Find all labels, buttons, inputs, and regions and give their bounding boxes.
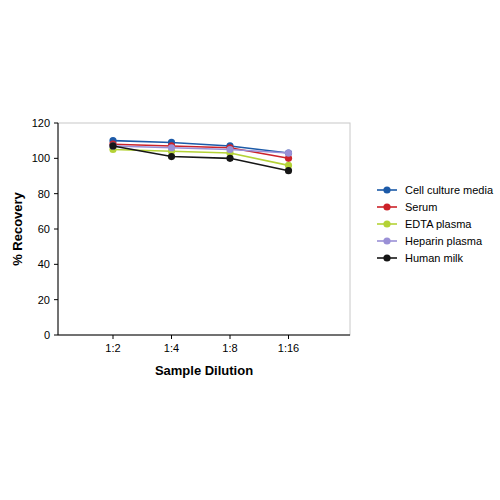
x-tick [113,335,114,339]
y-tick-label: 40 [38,258,50,270]
y-tick [54,264,58,265]
y-tick [54,158,58,159]
legend-marker [383,203,390,210]
legend-marker [383,237,390,244]
x-tick-label: 1:2 [105,342,120,354]
x-tick-label: 1:16 [278,342,299,354]
marks [109,137,292,174]
y-tick-label: 20 [38,294,50,306]
series-line [113,146,289,153]
chart: 0 20 40 60 80 100 120 1:2 1:4 1:8 1:16 Sample Dilut… [0,0,500,500]
legend-label: Heparin plasma [405,235,483,247]
point [168,153,175,160]
point [285,149,292,156]
point [226,155,233,162]
x-axis [58,335,350,336]
y-tick-label: 0 [44,329,50,341]
point [226,146,233,153]
x-tick [288,335,289,339]
point [109,142,116,149]
legend-label: Serum [405,201,437,213]
point [168,144,175,151]
y-tick [54,123,58,124]
y-tick-label: 60 [38,223,50,235]
legend-label: Human milk [405,252,464,264]
x-tick-label: 1:8 [222,342,237,354]
y-tick [54,299,58,300]
y-tick [54,229,58,230]
y-tick [54,335,58,336]
legend-label: Cell culture media [405,184,494,196]
y-tick-label: 80 [38,188,50,200]
x-tick-label: 1:4 [164,342,179,354]
legend-marker [383,254,390,261]
y-axis-title: % Recovery [10,191,25,265]
point [285,167,292,174]
y-tick-label: 120 [32,117,50,129]
x-tick [171,335,172,339]
series-line [113,146,289,171]
point [109,142,116,149]
x-axis-title: Sample Dilution [155,363,253,378]
x-tick [230,335,231,339]
legend-label: EDTA plasma [405,218,472,230]
legend-marker [383,220,390,227]
legend-marker [383,186,390,193]
y-tick-label: 100 [32,152,50,164]
plot-frame [58,123,350,335]
y-tick [54,193,58,194]
legend: Cell culture media Serum EDTA plasma Hepari… [377,184,494,264]
point [285,149,292,156]
